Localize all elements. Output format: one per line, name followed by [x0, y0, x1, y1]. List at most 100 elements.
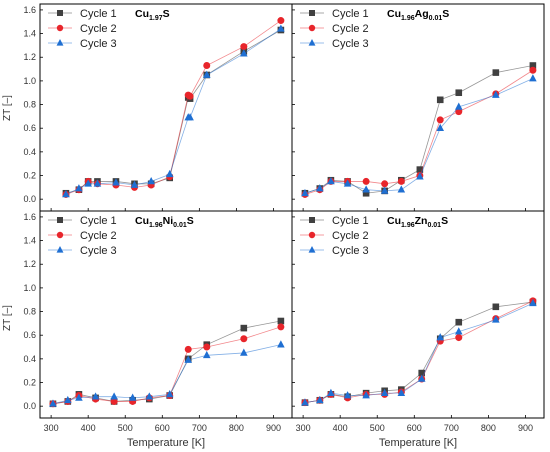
data-point-cycle-3 [130, 180, 139, 188]
x-tick-label: 400 [81, 423, 96, 433]
data-point-cycle-1 [277, 317, 285, 325]
data-point-cycle-3 [240, 49, 248, 57]
x-tick-label: 500 [370, 423, 385, 433]
x-axis-label-left: Temperature [K] [127, 437, 205, 449]
data-point-cycle-2 [436, 116, 444, 124]
series-line-cycle-3 [52, 344, 281, 405]
legend-marker [308, 231, 316, 239]
data-point-cycle-1 [529, 62, 537, 69]
x-tick-label: 800 [229, 423, 244, 433]
x-tick-label: 600 [155, 423, 170, 433]
x-tick-label: 900 [266, 423, 281, 433]
x-tick-label: 900 [518, 423, 533, 433]
y-tick-label: 0.8 [23, 100, 36, 110]
legend-marker [309, 10, 315, 16]
data-point-cycle-3 [529, 298, 537, 307]
data-point-cycle-3 [436, 123, 445, 132]
data-point-cycle-3 [147, 177, 155, 185]
legend-marker [308, 245, 316, 253]
data-point-cycle-3 [454, 102, 463, 110]
data-point-cycle-3 [93, 179, 102, 187]
data-point-cycle-3 [202, 70, 211, 78]
data-point-cycle-3 [417, 374, 426, 382]
panel-frame [39, 210, 293, 419]
legend-marker [57, 10, 63, 16]
data-point-cycle-3 [84, 179, 92, 187]
data-point-cycle-3 [186, 113, 194, 121]
data-point-cycle-3 [184, 355, 193, 363]
data-point-cycle-2 [240, 335, 248, 343]
y-tick-label: 1.6 [23, 5, 36, 15]
data-point-cycle-3 [529, 74, 537, 82]
x-tick-label: 800 [481, 423, 496, 433]
y-tick-label: 1.6 [23, 212, 36, 222]
panel-1: 0.0 0.2 0.4 0.6 0.8 1.0 1.2 1.4 1.6 Cycle 1 Cycle … [23, 3, 293, 212]
x-tick-label: 400 [333, 423, 348, 433]
data-point-cycle-3 [112, 178, 120, 186]
y-tick-label: 0.0 [23, 401, 36, 411]
data-point-cycle-3 [240, 348, 248, 356]
data-point-cycle-3 [165, 169, 174, 178]
data-point-cycle-3 [416, 172, 424, 180]
data-point-cycle-3 [327, 388, 335, 397]
legend-marker [56, 231, 64, 239]
data-point-cycle-3 [277, 24, 285, 32]
series-line-cycle-2 [304, 300, 534, 404]
data-point-cycle-3 [380, 186, 389, 194]
data-point-cycle-2 [455, 108, 463, 116]
y-tick-label: 1.4 [23, 236, 36, 246]
panel-3: 0.0 0.2 0.4 0.6 0.8 1.0 1.2 1.4 1.6 300 400 500 600 7… [23, 210, 293, 433]
series-line-cycle-1 [52, 320, 281, 405]
y-tick-label: 1.0 [23, 76, 36, 86]
data-point-cycle-2 [455, 334, 463, 342]
y-tick-label: 0.4 [23, 147, 36, 157]
data-point-cycle-3 [362, 185, 370, 193]
data-point-cycle-1 [492, 69, 500, 76]
panel-4: 300 400 500 600 700 800 900 Cycle 1 Cycle 2 Cycle… [291, 210, 545, 433]
data-point-cycle-2 [203, 343, 211, 351]
data-point-cycle-3 [454, 327, 463, 335]
data-point-cycle-3 [436, 333, 445, 341]
series-line-cycle-3 [304, 302, 534, 404]
data-point-cycle-1 [240, 324, 248, 332]
data-point-cycle-3 [49, 399, 57, 407]
data-point-cycle-2 [381, 180, 389, 188]
data-point-cycle-2 [203, 62, 211, 70]
series-line-cycle-1 [65, 29, 282, 194]
y-tick-label: 0.2 [23, 378, 36, 388]
data-point-cycle-2 [397, 177, 405, 185]
data-point-cycle-2 [362, 177, 370, 185]
y-tick-label: 1.4 [23, 29, 36, 39]
x-tick-label: 300 [296, 423, 311, 433]
data-point-cycle-3 [492, 90, 500, 98]
legend-label: Cycle 1 [332, 8, 369, 20]
panel-title: Cu1.96Ag0.01S [387, 8, 449, 22]
x-tick-label: 300 [44, 423, 59, 433]
data-point-cycle-3 [75, 393, 83, 401]
y-tick-label: 1.2 [23, 259, 36, 269]
y-tick-label: 0.0 [23, 194, 36, 204]
legend-label: Cycle 3 [332, 38, 369, 50]
panel-frame [291, 210, 545, 419]
data-point-cycle-1 [418, 369, 426, 377]
data-point-cycle-3 [110, 392, 118, 400]
data-point-cycle-3 [91, 392, 100, 400]
data-point-cycle-3 [327, 177, 335, 185]
legend-label: Cycle 3 [80, 38, 117, 50]
data-point-cycle-3 [75, 184, 83, 192]
legend-marker [56, 24, 64, 32]
x-tick-label: 700 [192, 423, 207, 433]
y-tick-label: 1.2 [23, 52, 36, 62]
panel-title: Cu1.97S [135, 8, 170, 22]
data-point-cycle-1 [455, 89, 463, 97]
y-tick-label: 0.8 [23, 307, 36, 317]
legend-marker [57, 217, 63, 223]
data-point-cycle-3 [277, 340, 285, 348]
data-point-cycle-3 [202, 350, 211, 359]
y-axis-label-top: ZT [–] [2, 95, 13, 121]
series-line-cycle-3 [65, 28, 282, 195]
data-point-cycle-3 [62, 190, 70, 198]
data-point-cycle-3 [301, 398, 309, 406]
x-tick-label: 600 [407, 423, 422, 433]
data-point-cycle-3 [397, 185, 406, 193]
